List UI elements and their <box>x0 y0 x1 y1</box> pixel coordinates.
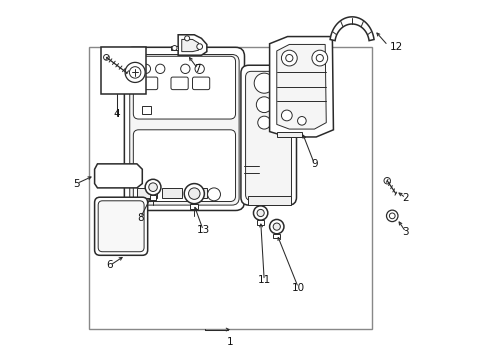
Polygon shape <box>182 40 198 51</box>
Polygon shape <box>276 132 301 137</box>
FancyBboxPatch shape <box>133 130 235 202</box>
Circle shape <box>155 64 164 73</box>
FancyBboxPatch shape <box>245 71 291 201</box>
Polygon shape <box>149 195 156 200</box>
Text: 4: 4 <box>114 109 120 119</box>
Circle shape <box>383 177 389 184</box>
Bar <box>142 106 151 114</box>
Text: 13: 13 <box>196 225 209 235</box>
Text: 3: 3 <box>402 227 408 237</box>
Polygon shape <box>171 45 178 50</box>
Circle shape <box>257 210 264 217</box>
Bar <box>162 188 182 198</box>
Circle shape <box>253 206 267 220</box>
Circle shape <box>311 50 327 66</box>
Polygon shape <box>94 164 142 188</box>
Text: 5: 5 <box>73 179 80 189</box>
Bar <box>187 188 206 198</box>
FancyBboxPatch shape <box>140 77 158 90</box>
Circle shape <box>388 213 394 219</box>
Text: 10: 10 <box>291 283 304 293</box>
Circle shape <box>281 110 292 121</box>
Circle shape <box>145 179 161 195</box>
FancyBboxPatch shape <box>94 197 147 255</box>
Circle shape <box>257 116 270 129</box>
Circle shape <box>103 54 109 60</box>
Polygon shape <box>329 17 373 41</box>
Bar <box>137 188 156 198</box>
Circle shape <box>316 54 323 62</box>
Circle shape <box>184 184 204 204</box>
Circle shape <box>273 223 280 230</box>
Polygon shape <box>273 234 280 238</box>
Bar <box>88 47 371 329</box>
Circle shape <box>256 97 271 113</box>
Text: 2: 2 <box>402 193 408 203</box>
Circle shape <box>281 50 297 66</box>
FancyBboxPatch shape <box>129 54 239 205</box>
Text: 6: 6 <box>106 260 113 270</box>
FancyBboxPatch shape <box>124 47 244 211</box>
Circle shape <box>180 64 190 73</box>
Circle shape <box>386 210 397 222</box>
Polygon shape <box>247 196 290 205</box>
Circle shape <box>254 73 274 93</box>
Text: 12: 12 <box>389 42 402 52</box>
Polygon shape <box>276 44 325 129</box>
Circle shape <box>271 73 292 93</box>
Text: 1: 1 <box>226 337 233 347</box>
Circle shape <box>125 62 145 82</box>
FancyBboxPatch shape <box>241 65 296 205</box>
FancyBboxPatch shape <box>98 201 144 252</box>
Circle shape <box>285 54 292 62</box>
Circle shape <box>188 188 200 199</box>
Polygon shape <box>190 204 198 210</box>
Circle shape <box>141 64 150 73</box>
Bar <box>101 47 145 94</box>
Text: 8: 8 <box>137 213 143 222</box>
Circle shape <box>184 36 189 41</box>
Text: 7: 7 <box>194 64 201 74</box>
Circle shape <box>148 183 157 192</box>
Circle shape <box>269 220 284 234</box>
Circle shape <box>129 67 141 78</box>
FancyBboxPatch shape <box>192 77 209 90</box>
FancyBboxPatch shape <box>171 77 188 90</box>
Text: 11: 11 <box>257 275 270 285</box>
Circle shape <box>172 45 177 50</box>
Circle shape <box>195 64 204 73</box>
FancyBboxPatch shape <box>133 56 235 119</box>
Polygon shape <box>269 37 333 137</box>
Circle shape <box>275 116 288 129</box>
Circle shape <box>274 97 289 113</box>
Polygon shape <box>257 220 264 225</box>
Text: 9: 9 <box>310 159 317 169</box>
Circle shape <box>207 188 220 201</box>
Circle shape <box>196 44 202 49</box>
Circle shape <box>297 117 305 125</box>
Polygon shape <box>178 35 206 55</box>
